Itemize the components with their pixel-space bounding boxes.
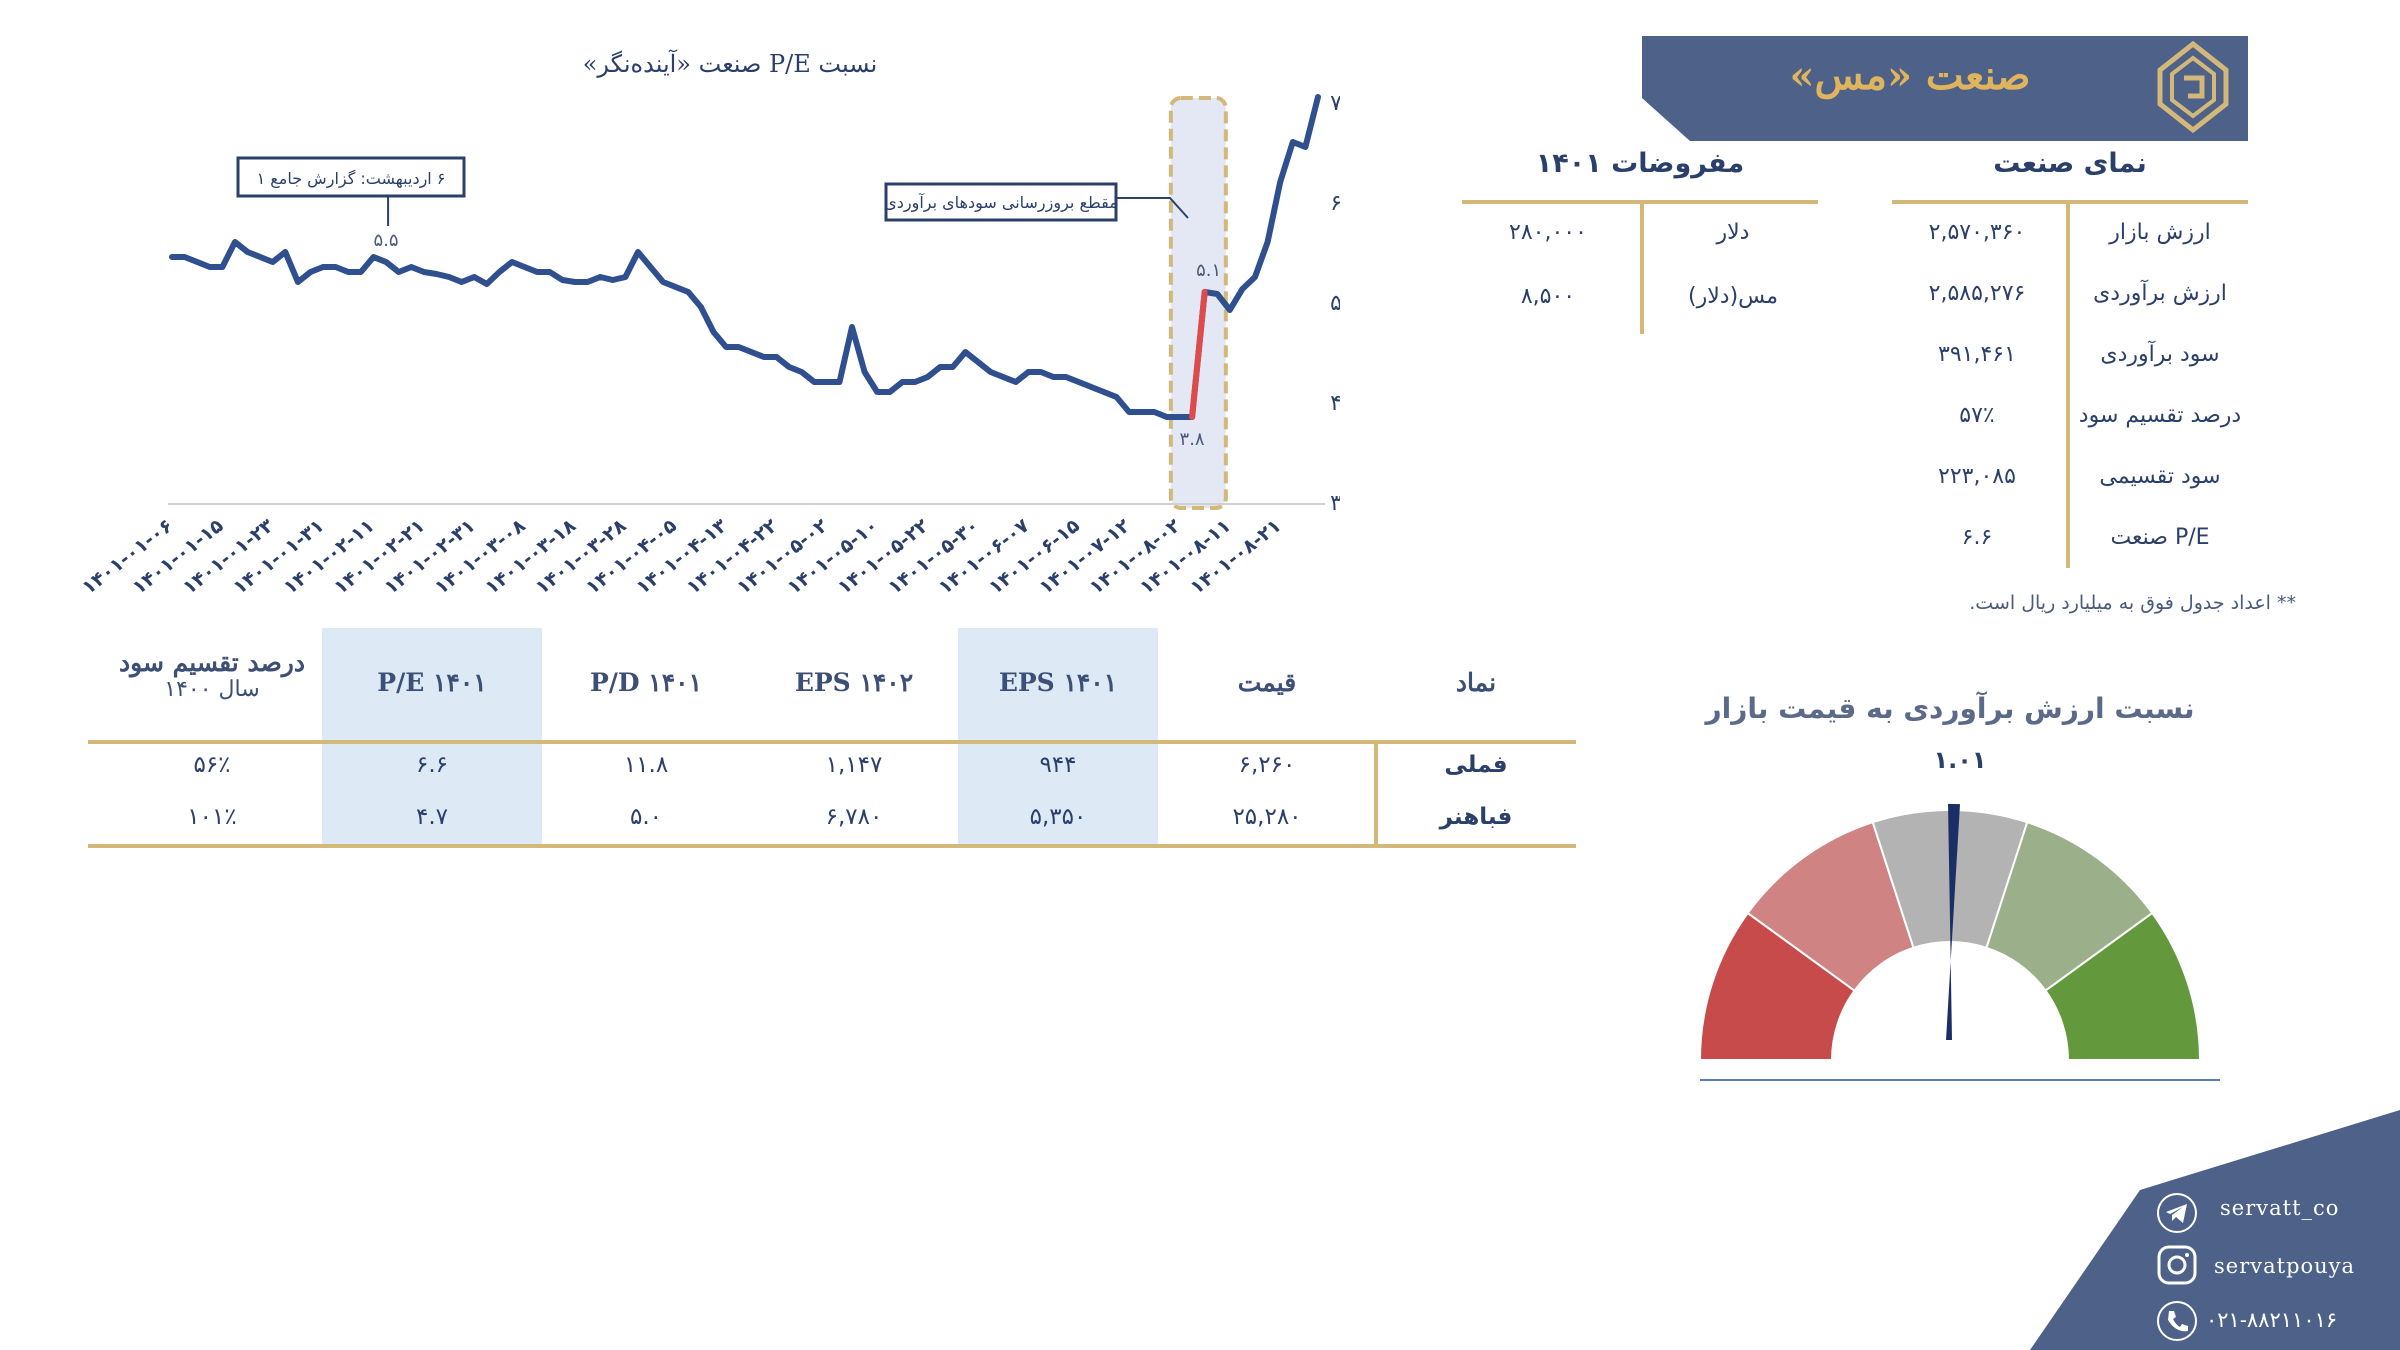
annotation-leader	[1116, 197, 1189, 219]
divider	[88, 844, 1576, 848]
annotation-box	[884, 182, 1118, 222]
table-cell: ۵,۳۵۰	[1029, 804, 1087, 830]
y-tick-label: ۴	[1330, 391, 1340, 416]
y-tick-label: ۶	[1330, 191, 1340, 216]
table-cell: ۵۶٪	[193, 752, 231, 778]
table-header-label: EPS ۱۴۰۲	[794, 668, 914, 697]
table-header: P/E ۱۴۰۱	[322, 668, 542, 697]
overview-value: ۵۷٪	[1959, 403, 1995, 428]
highlight-column	[322, 628, 542, 844]
overview-label: سود تقسیمی	[2099, 464, 2221, 489]
table-header: EPS ۱۴۰۱	[958, 668, 1158, 697]
table-header-label: EPS ۱۴۰۱	[998, 668, 1118, 697]
telegram-handle[interactable]: servatt_co	[2220, 1196, 2340, 1220]
table-header: نماد	[1376, 668, 1576, 697]
divider	[1640, 200, 1644, 334]
table-header-label: P/E ۱۴۰۱	[377, 668, 487, 697]
table-header-label: نماد	[1455, 668, 1497, 697]
table-cell: ۱۰۱٪	[187, 804, 237, 830]
overview-label: سود برآوردی	[2100, 342, 2220, 367]
gauge-needle	[1946, 803, 1961, 1040]
overview-label: P/E صنعت	[2110, 525, 2210, 550]
table-header: EPS ۱۴۰۲	[750, 668, 958, 697]
overview-value: ۲,۵۸۵,۲۷۶	[1928, 281, 2026, 306]
title-banner	[1642, 36, 2248, 141]
table-cell: ۴.۷	[415, 804, 449, 830]
point-label: ۵.۵	[374, 230, 399, 251]
overview-value: ۲۲۳,۰۸۵	[1938, 464, 2016, 489]
table-cell: ۵.۰	[629, 804, 663, 830]
company-logo-icon	[2157, 40, 2229, 134]
industry-overview-heading: نمای صنعت	[1993, 148, 2147, 179]
table-cell-symbol: فباهنر	[1439, 804, 1513, 830]
overview-value: ۲,۵۷۰,۳۶۰	[1928, 220, 2026, 245]
assumption-label: مس(دلار)	[1688, 284, 1778, 309]
assumption-value: ۸,۵۰۰	[1520, 284, 1576, 309]
y-tick-label: ۳	[1330, 491, 1340, 516]
table-cell: ۱,۱۴۷	[825, 752, 883, 778]
point-label: ۵.۱	[1196, 260, 1221, 281]
overview-label: ارزش بازار	[2109, 220, 2211, 245]
overview-value: ۳۹۱,۴۶۱	[1938, 342, 2016, 367]
annotation-text: مقطع بروزرسانی سودهای برآوردی	[884, 193, 1118, 213]
highlight-column	[958, 628, 1158, 844]
point-label: ۳.۸	[1180, 429, 1205, 450]
assumption-label: دلار	[1716, 220, 1750, 245]
table-cell: ۶.۶	[415, 752, 449, 778]
table-header: P/D ۱۴۰۱	[542, 668, 750, 697]
divider	[88, 740, 1576, 744]
table-cell: ۲۵,۲۸۰	[1232, 804, 1302, 830]
assumptions-heading: مفروضات ۱۴۰۱	[1535, 148, 1745, 179]
assumption-value: ۲۸۰,۰۰۰	[1509, 220, 1587, 245]
table-header: قیمت	[1158, 668, 1376, 697]
table-header-label: درصد تقسیم سود	[118, 648, 306, 677]
overview-label: ارزش برآوردی	[2093, 281, 2227, 306]
gauge-title: نسبت ارزش برآوردی به قیمت بازار	[1705, 692, 2195, 725]
divider	[1374, 740, 1378, 844]
annotation-text: ۶ اردیبهشت: گزارش جامع ۱	[257, 169, 446, 189]
y-tick-label: ۷	[1330, 91, 1340, 116]
pe-line-chart: ۳ ۴ ۵ ۶ ۷ ۵.۵ ۵.۱ ۳.۸ ۶ اردیبهشت: گزارش جامع ۱ مق…	[80, 91, 1340, 599]
annotation-box	[236, 156, 466, 198]
page-title: صنعت «مس»	[1789, 52, 2031, 99]
instagram-icon[interactable]	[2156, 1244, 2198, 1286]
telegram-icon[interactable]	[2156, 1192, 2198, 1234]
table-header: درصد تقسیم سود سال ۱۴۰۰	[102, 648, 322, 702]
y-tick-label: ۵	[1330, 291, 1340, 316]
pe-series-line	[169, 94, 1321, 420]
table-cell: ۶,۲۶۰	[1238, 752, 1296, 778]
phone-number[interactable]: ۰۲۱-۸۸۲۱۱۰۱۶	[2206, 1308, 2338, 1332]
chart-title: نسبت P/E صنعت «آینده‌نگر»	[582, 50, 878, 78]
table-cell: ۹۴۴	[1039, 752, 1077, 778]
overview-label: درصد تقسیم سود	[2078, 403, 2242, 428]
table-header-sublabel: سال ۱۴۰۰	[164, 677, 260, 702]
value-gauge	[1698, 803, 2220, 1081]
overview-value: ۶.۶	[1961, 525, 1993, 550]
footer-band	[2030, 1110, 2400, 1350]
gauge-segment	[2044, 911, 2202, 1061]
divider	[2066, 200, 2070, 568]
footnote: ** اعداد جدول فوق به میلیارد ریال است.	[1969, 592, 2296, 614]
table-cell: ۱۱.۸	[623, 752, 669, 778]
update-segment-line	[1189, 289, 1208, 420]
table-cell-symbol: فملی	[1444, 752, 1508, 778]
table-header-label: قیمت	[1237, 668, 1297, 697]
phone-icon[interactable]	[2156, 1300, 2198, 1342]
instagram-handle[interactable]: servatpouya	[2214, 1254, 2356, 1278]
table-header-label: P/D ۱۴۰۱	[589, 668, 703, 697]
divider	[1892, 200, 2248, 204]
gauge-value: ۱.۰۱	[1933, 746, 1987, 774]
table-cell: ۶,۷۸۰	[825, 804, 883, 830]
